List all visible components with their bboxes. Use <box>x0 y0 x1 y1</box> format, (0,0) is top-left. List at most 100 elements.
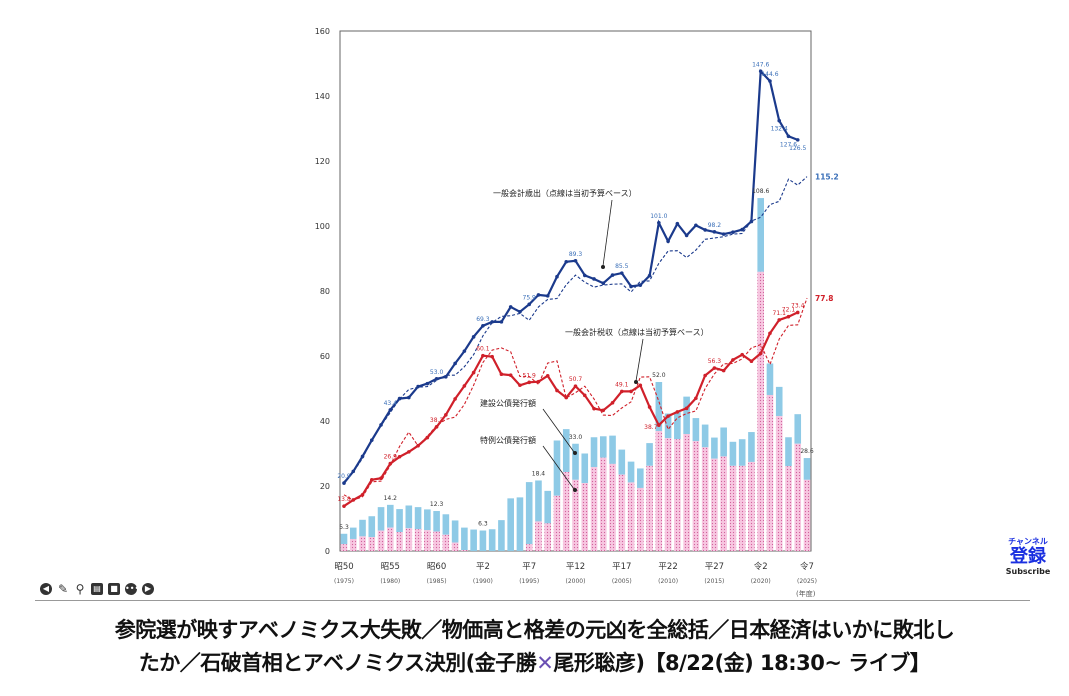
y-tick-label: 160 <box>315 27 330 36</box>
data-point <box>777 318 782 322</box>
data-point <box>620 271 624 275</box>
pen-icon[interactable]: ✎ <box>57 582 69 596</box>
bar-special-bond <box>646 465 653 551</box>
data-point <box>758 351 763 356</box>
data-point <box>490 354 494 359</box>
camera-icon[interactable]: ■ <box>108 583 120 595</box>
bar-construction-bond <box>683 396 690 434</box>
y-tick-label: 120 <box>315 157 330 166</box>
x-tick-sublabel: (2020) <box>751 578 771 585</box>
data-point <box>675 410 680 414</box>
x-tick-label: 昭50 <box>334 562 353 572</box>
data-label: 53.0 <box>430 369 444 376</box>
data-label: 108.6 <box>752 188 769 195</box>
bar-construction-bond <box>368 516 376 538</box>
data-point <box>592 406 596 411</box>
x-tick-sublabel: (1990) <box>473 578 493 585</box>
bar-construction-bond <box>535 480 542 522</box>
bar-special-bond <box>775 416 783 551</box>
title-line-2: たか／石破首相とアベノミクス決別(金子勝✕尾形聡彦)【8/22(金) 18:30… <box>0 647 1069 680</box>
data-point <box>564 259 569 264</box>
annotation-expenditure: 一般会計歳出（点線は当初予算ベース） <box>493 188 637 198</box>
data-label: 51.9 <box>523 372 537 379</box>
bar-special-bond <box>794 443 802 551</box>
data-point <box>795 138 800 142</box>
bar-construction-bond <box>748 432 755 462</box>
data-point <box>471 335 476 339</box>
prev-icon[interactable]: ◀ <box>40 583 52 595</box>
x-tick-sublabel: (1975) <box>334 578 354 585</box>
data-point <box>592 277 596 281</box>
bar-construction-bond <box>581 453 589 484</box>
budget-chart: 0 20 40 60 80 100 120 140 160 昭50 (1975) 昭55 (1980) 昭… <box>315 27 839 598</box>
bar-special-bond <box>674 439 681 551</box>
data-label: 85.5 <box>615 263 629 270</box>
title-part: たか／石破首相とアベノミクス決別(金子勝 <box>138 651 537 675</box>
data-point <box>610 273 615 277</box>
series-line-budget <box>343 297 808 501</box>
bar-construction-bond <box>609 435 616 464</box>
data-point <box>471 370 476 375</box>
bar-special-bond <box>729 465 737 551</box>
y-tick-label: 40 <box>320 417 330 426</box>
data-point <box>666 239 670 244</box>
data-point <box>712 366 717 370</box>
y-tick-label: 80 <box>320 287 330 296</box>
annotation-arrow <box>635 338 644 382</box>
bar-construction-bond <box>785 437 792 467</box>
data-label: 13.8 <box>337 496 351 503</box>
x-tick-sublabel: (1980) <box>380 578 400 585</box>
captions-icon[interactable]: ▤ <box>91 583 103 595</box>
subscribe-button[interactable]: チャンネル 登録 Subscribe <box>1000 536 1056 576</box>
data-point <box>481 353 485 358</box>
bar-construction-bond <box>507 498 514 551</box>
bar-special-bond <box>757 271 764 551</box>
data-point <box>508 305 513 309</box>
data-point <box>434 376 439 381</box>
data-point <box>518 310 522 314</box>
x-tick-sublabel: (2025) <box>797 578 817 585</box>
bar-special-bond <box>590 467 598 551</box>
next-icon[interactable]: ▶ <box>142 583 154 595</box>
x-tick-sublabel: (1995) <box>519 578 539 585</box>
x-tick-sublabel: (2015) <box>704 578 724 585</box>
data-point <box>666 414 670 418</box>
data-point <box>379 476 383 481</box>
bar-special-bond <box>655 431 663 551</box>
bar-construction-bond <box>516 497 524 551</box>
bar-construction-bond <box>692 418 700 442</box>
series-line-settled <box>343 68 799 484</box>
x-tick-label: 平22 <box>658 562 677 572</box>
data-label: 56.3 <box>708 358 722 365</box>
data-point <box>453 397 457 401</box>
data-point <box>657 220 661 225</box>
more-icon[interactable]: ••• <box>125 583 140 595</box>
bar-construction-bond <box>488 529 496 551</box>
data-label: 72.1 <box>782 307 796 314</box>
bar-special-bond <box>711 458 718 551</box>
bar-special-bond <box>572 479 579 551</box>
data-point <box>342 504 346 508</box>
bar-construction-bond <box>470 529 477 551</box>
data-point <box>379 423 383 427</box>
bar-special-bond <box>368 537 376 551</box>
zoom-icon[interactable]: ⚲ <box>75 582 85 596</box>
bar-construction-bond <box>405 505 413 529</box>
data-label: 18.4 <box>532 470 546 477</box>
data-label: 73.4 <box>791 302 805 309</box>
data-point <box>629 284 633 289</box>
bar-special-bond <box>349 538 357 551</box>
bar-special-bond <box>683 434 690 551</box>
data-point <box>555 274 559 279</box>
video-title: 参院選が映すアベノミクス大失敗／物価高と格差の元凶を全総括／日本経済はいかに敗北… <box>0 614 1069 680</box>
data-point <box>703 373 707 378</box>
subscribe-en-text: Subscribe <box>1005 567 1051 576</box>
data-label: 69.3 <box>476 316 490 323</box>
bar-special-bond <box>748 461 755 551</box>
data-point <box>601 408 606 413</box>
data-point <box>499 372 504 377</box>
arrow-head <box>634 380 638 384</box>
data-point <box>425 381 430 386</box>
bar-special-bond <box>535 521 542 551</box>
bar-special-bond <box>377 530 385 551</box>
